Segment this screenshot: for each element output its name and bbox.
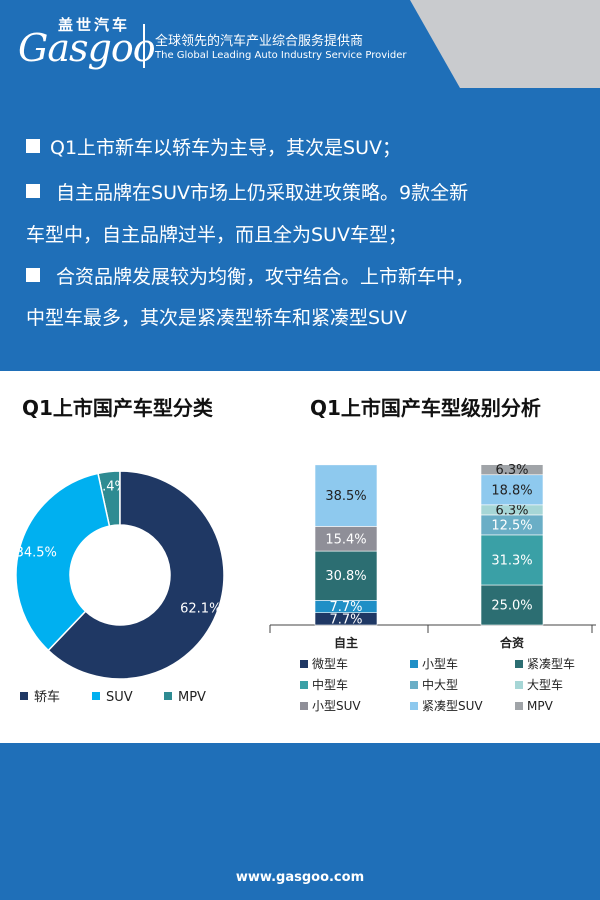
- bullet-square-icon: [26, 139, 40, 153]
- legend-swatch: [300, 702, 308, 710]
- bar-value-label: 30.8%: [325, 569, 366, 584]
- bar-segment-紧凑型车: [314, 550, 378, 601]
- legend-swatch: [300, 660, 308, 668]
- bar-legend-label: 微型车: [312, 656, 348, 671]
- bar-chart-title: Q1上市国产车型级别分析: [310, 396, 541, 420]
- bar-legend-label: 紧凑型SUV: [422, 699, 483, 713]
- bar-legend-label: 小型车: [422, 656, 458, 671]
- bar-value-label: 6.3%: [495, 503, 528, 518]
- header-divider: [143, 24, 145, 68]
- donut-chart: 3.4%62.1%34.5%轿车 SUV MPV: [15, 470, 225, 705]
- footer-url: www.gasgoo.com: [235, 870, 365, 885]
- x-tick-label: 自主: [334, 635, 358, 650]
- legend-swatch: [515, 660, 523, 668]
- legend-swatch: [515, 681, 523, 689]
- tagline-chinese: 全球领先的汽车产业综合服务提供商: [155, 34, 364, 49]
- stacked-bar-chart: 7.7%7.7% 30.8% 15.4% 38.5% 自主 25.0% 31.3% 12.5%…: [269, 463, 596, 713]
- bullet-2-text: 自主品牌在SUV市场上仍采取进攻策略。9款全新: [50, 182, 469, 204]
- bullet-3-cont: 中型车最多，其次是紧凑型轿车和紧凑型SUV: [26, 307, 407, 329]
- pie-legend-label: MPV: [178, 690, 206, 705]
- pie-chart-title: Q1上市国产车型分类: [22, 396, 213, 420]
- legend-swatch: [164, 692, 172, 700]
- pie-value-label: 62.1%: [180, 601, 221, 616]
- bar-legend-label: 中型车: [312, 677, 348, 692]
- bar-segment-中型车: [480, 534, 544, 586]
- header-decoration: [410, 0, 600, 88]
- legend-swatch: [515, 702, 523, 710]
- bar-legend-label: 中大型: [422, 677, 458, 692]
- pie-legend-label: 轿车: [34, 689, 60, 705]
- tagline-english: The Global Leading Auto Industry Service…: [155, 50, 407, 61]
- bar-segment-紧凑型SUV: [480, 474, 544, 506]
- bullet-2: 自主品牌在SUV市场上仍采取进攻策略。9款全新: [26, 178, 468, 205]
- bar-segment-小型SUV: [314, 526, 378, 552]
- bar-value-label: 15.4%: [325, 532, 366, 547]
- footer-panel: [0, 743, 600, 900]
- bar-value-label: 7.7%: [329, 600, 362, 615]
- legend-swatch: [20, 692, 28, 700]
- bar-segment-MPV: [480, 464, 544, 476]
- legend-swatch: [300, 681, 308, 689]
- bullet-3: 合资品牌发展较为均衡，攻守结合。上市新车中，: [26, 262, 474, 289]
- bar-segment-紧凑型车: [480, 584, 544, 626]
- bar-value-label: 6.3%: [495, 463, 528, 478]
- bar-value-label: 18.8%: [491, 483, 532, 498]
- bar-legend-label: 大型车: [527, 677, 563, 692]
- bar-legend-label: MPV: [527, 699, 554, 713]
- bullet-2-cont: 车型中，自主品牌过半，而且全为SUV车型；: [26, 224, 407, 246]
- legend-swatch: [410, 660, 418, 668]
- bar-value-label: 38.5%: [325, 489, 366, 504]
- logo-gasgoo: Gasgoo: [18, 26, 156, 70]
- bullet-square-icon: [26, 268, 40, 282]
- x-tick-label: 合资: [500, 635, 524, 650]
- bar-segment-紧凑型SUV: [314, 464, 378, 527]
- pie-value-label: 34.5%: [16, 546, 57, 561]
- bar-legend-label: 紧凑型车: [527, 656, 575, 671]
- pie-legend-label: SUV: [106, 690, 133, 705]
- summary-panel: [0, 88, 600, 371]
- logo-chinese: 盖世汽车: [58, 16, 131, 34]
- pie-slice-SUV: [15, 472, 111, 652]
- legend-swatch: [410, 681, 418, 689]
- legend-swatch: [92, 692, 100, 700]
- bullet-square-icon: [26, 184, 40, 198]
- bullet-1-text: Q1上市新车以轿车为主导，其次是SUV；: [50, 137, 402, 159]
- legend-swatch: [410, 702, 418, 710]
- bar-value-label: 25.0%: [491, 599, 532, 614]
- pie-slice-轿车: [47, 470, 225, 680]
- bar-value-label: 31.3%: [491, 553, 532, 568]
- bar-legend-label: 小型SUV: [312, 699, 361, 713]
- bar-value-label: 7.7%: [329, 612, 362, 627]
- bullet-1: Q1上市新车以轿车为主导，其次是SUV；: [26, 133, 401, 160]
- bar-value-label: 12.5%: [491, 518, 532, 533]
- bullet-3-text: 合资品牌发展较为均衡，攻守结合。上市新车中，: [50, 266, 475, 288]
